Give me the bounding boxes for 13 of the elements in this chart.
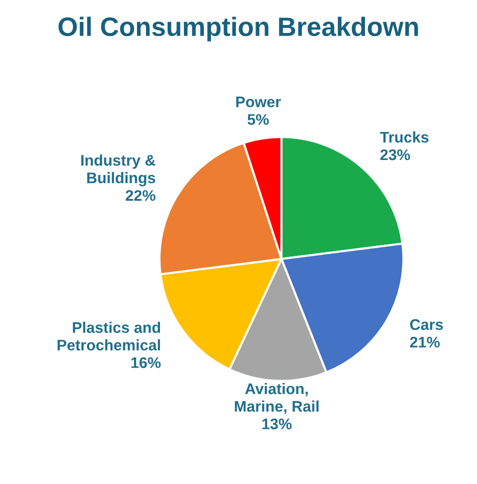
- data-label: 21%: [410, 336, 440, 348]
- slice-label: Industry & Buildings: [81, 154, 156, 186]
- slice-label: Cars: [410, 319, 443, 330]
- slice-label: Trucks: [380, 131, 428, 143]
- data-label: 5%: [248, 114, 269, 125]
- data-label: 23%: [380, 149, 410, 160]
- data-label: 16%: [131, 357, 161, 368]
- slice-label: Power: [236, 96, 281, 108]
- data-label: 13%: [262, 418, 292, 430]
- chart-title: Oil Consumption Breakdown: [58, 16, 418, 42]
- slice-label: Aviation, Marine, Rail: [234, 382, 319, 414]
- data-label: 22%: [126, 190, 156, 201]
- slice-label: Plastics and Petrochemical: [58, 322, 160, 351]
